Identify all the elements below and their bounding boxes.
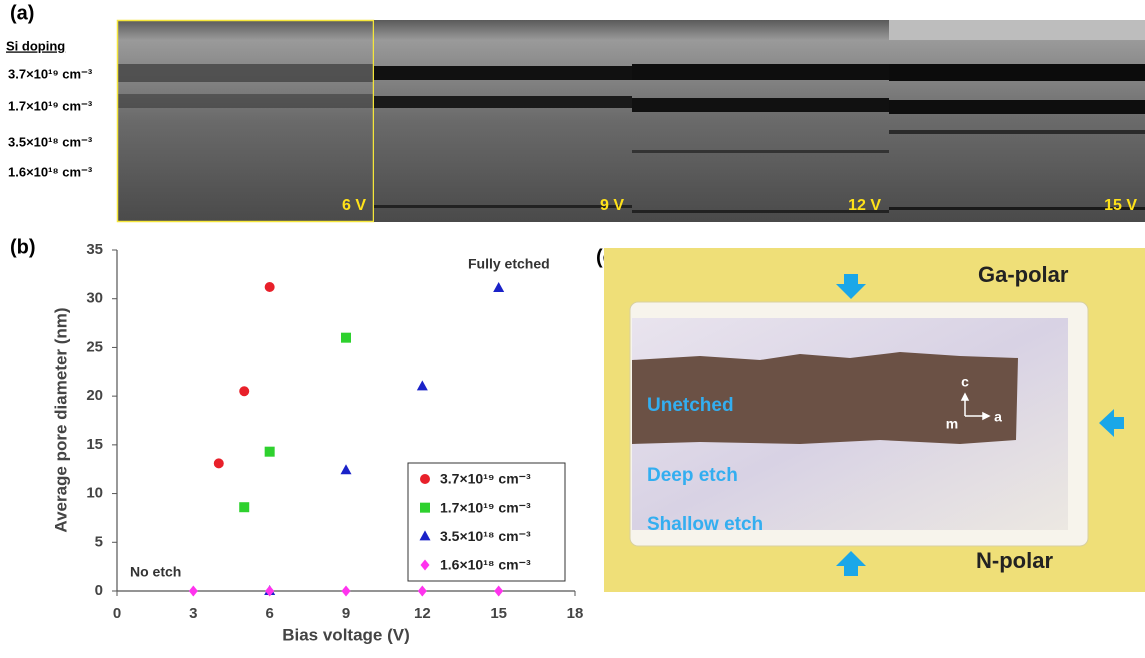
y-tick-label: 35 <box>86 241 103 258</box>
y-axis-label: Average pore diameter (nm) <box>51 307 70 532</box>
x-axis-label: Bias voltage (V) <box>282 625 410 644</box>
x-tick-label: 6 <box>265 605 273 622</box>
sem-image <box>632 20 889 222</box>
row-label: 1.7×10¹⁹ cm⁻³ <box>8 98 93 113</box>
marker <box>239 502 249 512</box>
region-label: Shallow etch <box>647 514 763 535</box>
y-tick-label: 10 <box>86 485 103 502</box>
polarity-label: N-polar <box>976 548 1053 573</box>
row-label: 1.6×10¹⁸ cm⁻³ <box>8 164 93 179</box>
marker <box>341 464 352 474</box>
y-tick-label: 30 <box>86 290 103 307</box>
x-tick-label: 15 <box>490 605 507 622</box>
legend-label: 1.6×10¹⁸ cm⁻³ <box>440 557 531 573</box>
row-label: 3.5×10¹⁸ cm⁻³ <box>8 134 93 149</box>
x-tick-label: 0 <box>113 605 121 622</box>
x-tick-label: 3 <box>189 605 197 622</box>
row-header: Si doping <box>6 38 65 53</box>
marker <box>341 333 351 343</box>
voltage-label: 6 V <box>342 197 366 214</box>
y-tick-label: 20 <box>86 387 103 404</box>
region-label: Unetched <box>647 395 734 416</box>
panel-label: (b) <box>10 236 36 258</box>
marker <box>189 586 198 597</box>
y-tick-label: 15 <box>86 436 103 453</box>
marker <box>420 503 430 513</box>
voltage-label: 9 V <box>600 197 624 214</box>
sem-image <box>374 20 632 222</box>
marker <box>265 282 275 292</box>
voltage-label: 12 V <box>848 197 881 214</box>
y-tick-label: 5 <box>95 533 103 550</box>
annotation: No etch <box>130 564 181 580</box>
marker <box>214 458 224 468</box>
annotation: Fully etched <box>468 256 550 272</box>
marker <box>420 474 430 484</box>
y-tick-label: 25 <box>86 338 103 355</box>
marker <box>418 586 427 597</box>
optical-image <box>604 248 1145 592</box>
marker <box>493 282 504 292</box>
marker <box>417 380 428 390</box>
polarity-label: Ga-polar <box>978 262 1069 287</box>
x-tick-label: 18 <box>567 605 584 622</box>
y-tick-label: 0 <box>95 582 103 599</box>
axis-letter: c <box>961 374 969 390</box>
legend-label: 3.7×10¹⁹ cm⁻³ <box>440 471 531 487</box>
voltage-label: 15 V <box>1104 197 1137 214</box>
x-tick-label: 9 <box>342 605 350 622</box>
figure: (a) Si doping 3.7×10¹⁹ cm⁻³ 1.7×10¹⁹ cm⁻… <box>0 0 1145 653</box>
x-tick-label: 12 <box>414 605 431 622</box>
axis-letter: a <box>994 409 1002 425</box>
axis-letter: m <box>946 416 958 432</box>
marker <box>494 586 503 597</box>
sem-image <box>889 20 1145 222</box>
marker <box>239 386 249 396</box>
region-label: Deep etch <box>647 465 738 486</box>
marker <box>265 447 275 457</box>
sem-image <box>117 20 374 222</box>
legend-label: 1.7×10¹⁹ cm⁻³ <box>440 499 531 515</box>
row-label: 3.7×10¹⁹ cm⁻³ <box>8 66 93 81</box>
panel-label: (a) <box>10 2 34 24</box>
legend-label: 3.5×10¹⁸ cm⁻³ <box>440 528 531 544</box>
marker <box>342 586 351 597</box>
